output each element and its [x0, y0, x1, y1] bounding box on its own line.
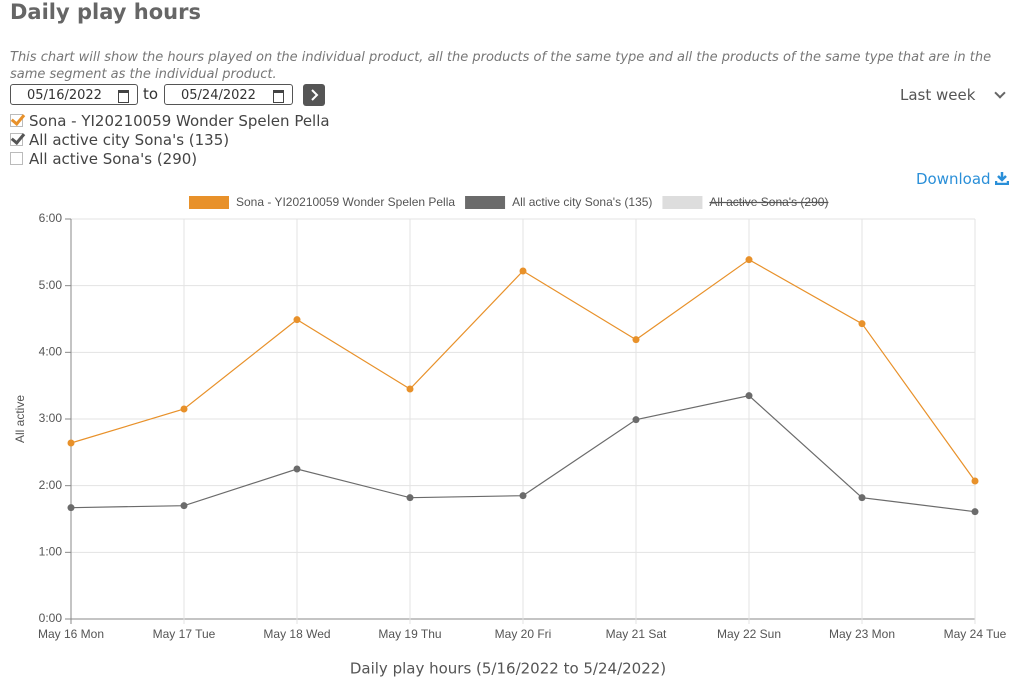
data-point: [745, 256, 753, 264]
data-point: [632, 416, 640, 424]
data-point: [180, 502, 188, 510]
series-option[interactable]: Sona - YI20210059 Wonder Spelen Pella: [10, 112, 330, 130]
data-point: [406, 494, 414, 502]
y-tick-label: 0:00: [39, 611, 63, 625]
legend-swatch: [465, 196, 506, 209]
option-label[interactable]: All active city Sona's (135): [29, 131, 230, 149]
apply-button[interactable]: [303, 84, 325, 106]
data-point: [293, 316, 301, 324]
x-tick-label: May 21 Sat: [606, 627, 667, 641]
legend-label[interactable]: All active Sona's (290): [709, 195, 828, 209]
y-tick-label: 2:00: [39, 478, 63, 492]
series-option[interactable]: All active city Sona's (135): [10, 131, 229, 149]
legend: Sona - YI20210059 Wonder Spelen Pella All…: [189, 195, 828, 209]
checkbox[interactable]: [10, 133, 23, 146]
y-axis-label: All active: [13, 395, 27, 443]
data-point: [180, 405, 188, 413]
data-point: [67, 439, 75, 447]
series-option[interactable]: All active Sona's (290): [10, 150, 197, 168]
download-link[interactable]: Download: [916, 170, 1010, 188]
x-tick-label: May 17 Tue: [153, 627, 216, 641]
option-label[interactable]: Sona - YI20210059 Wonder Spelen Pella: [29, 112, 330, 130]
x-tick-label: May 24 Tue: [944, 627, 1007, 641]
dropdown-icon[interactable]: [994, 87, 1006, 99]
y-tick-label: 1:00: [39, 545, 63, 559]
x-tick-label: May 23 Mon: [829, 627, 895, 641]
data-point: [519, 267, 527, 275]
x-tick-label: May 20 Fri: [495, 627, 552, 641]
option-label[interactable]: All active Sona's (290): [29, 150, 198, 168]
to-date[interactable]: 05/24/2022: [164, 84, 293, 105]
to-label: to: [143, 85, 159, 103]
legend-label[interactable]: Sona - YI20210059 Wonder Spelen Pella: [236, 195, 455, 209]
from-date[interactable]: 05/16/2022: [10, 84, 138, 105]
chart: 0:00 1:00 2:00 3:00 4:00 5:00 6:00 May 16 Mon Ma…: [13, 195, 1007, 678]
legend-swatch: [662, 196, 703, 209]
y-tick-label: 3:00: [39, 411, 63, 425]
data-point: [293, 465, 301, 473]
x-axis-label: Daily play hours (5/16/2022 to 5/24/2022…: [350, 660, 666, 678]
period-select[interactable]: Last week: [900, 86, 976, 104]
x-tick-label: May 18 Wed: [263, 627, 330, 641]
data-point: [971, 508, 979, 516]
legend-label[interactable]: All active city Sona's (135): [512, 195, 652, 209]
data-point: [632, 336, 640, 344]
x-tick-label: May 19 Thu: [378, 627, 441, 641]
checkbox[interactable]: [10, 114, 23, 127]
y-tick-label: 5:00: [39, 278, 63, 292]
download-label[interactable]: Download: [916, 170, 991, 188]
description: This chart will show the hours played on…: [10, 50, 992, 82]
data-point: [858, 320, 866, 328]
legend-swatch: [189, 196, 229, 209]
x-tick-label: May 22 Sun: [717, 627, 781, 641]
page-title: Daily play hours: [10, 0, 201, 24]
checkbox[interactable]: [10, 152, 23, 165]
data-point: [745, 392, 753, 400]
data-point: [67, 504, 75, 512]
x-tick-label: May 16 Mon: [38, 627, 104, 641]
data-point: [858, 494, 866, 502]
data-point: [406, 385, 414, 393]
data-point: [971, 477, 979, 485]
y-tick-label: 6:00: [39, 211, 63, 225]
data-point: [519, 492, 527, 500]
y-tick-label: 4:00: [39, 345, 63, 359]
